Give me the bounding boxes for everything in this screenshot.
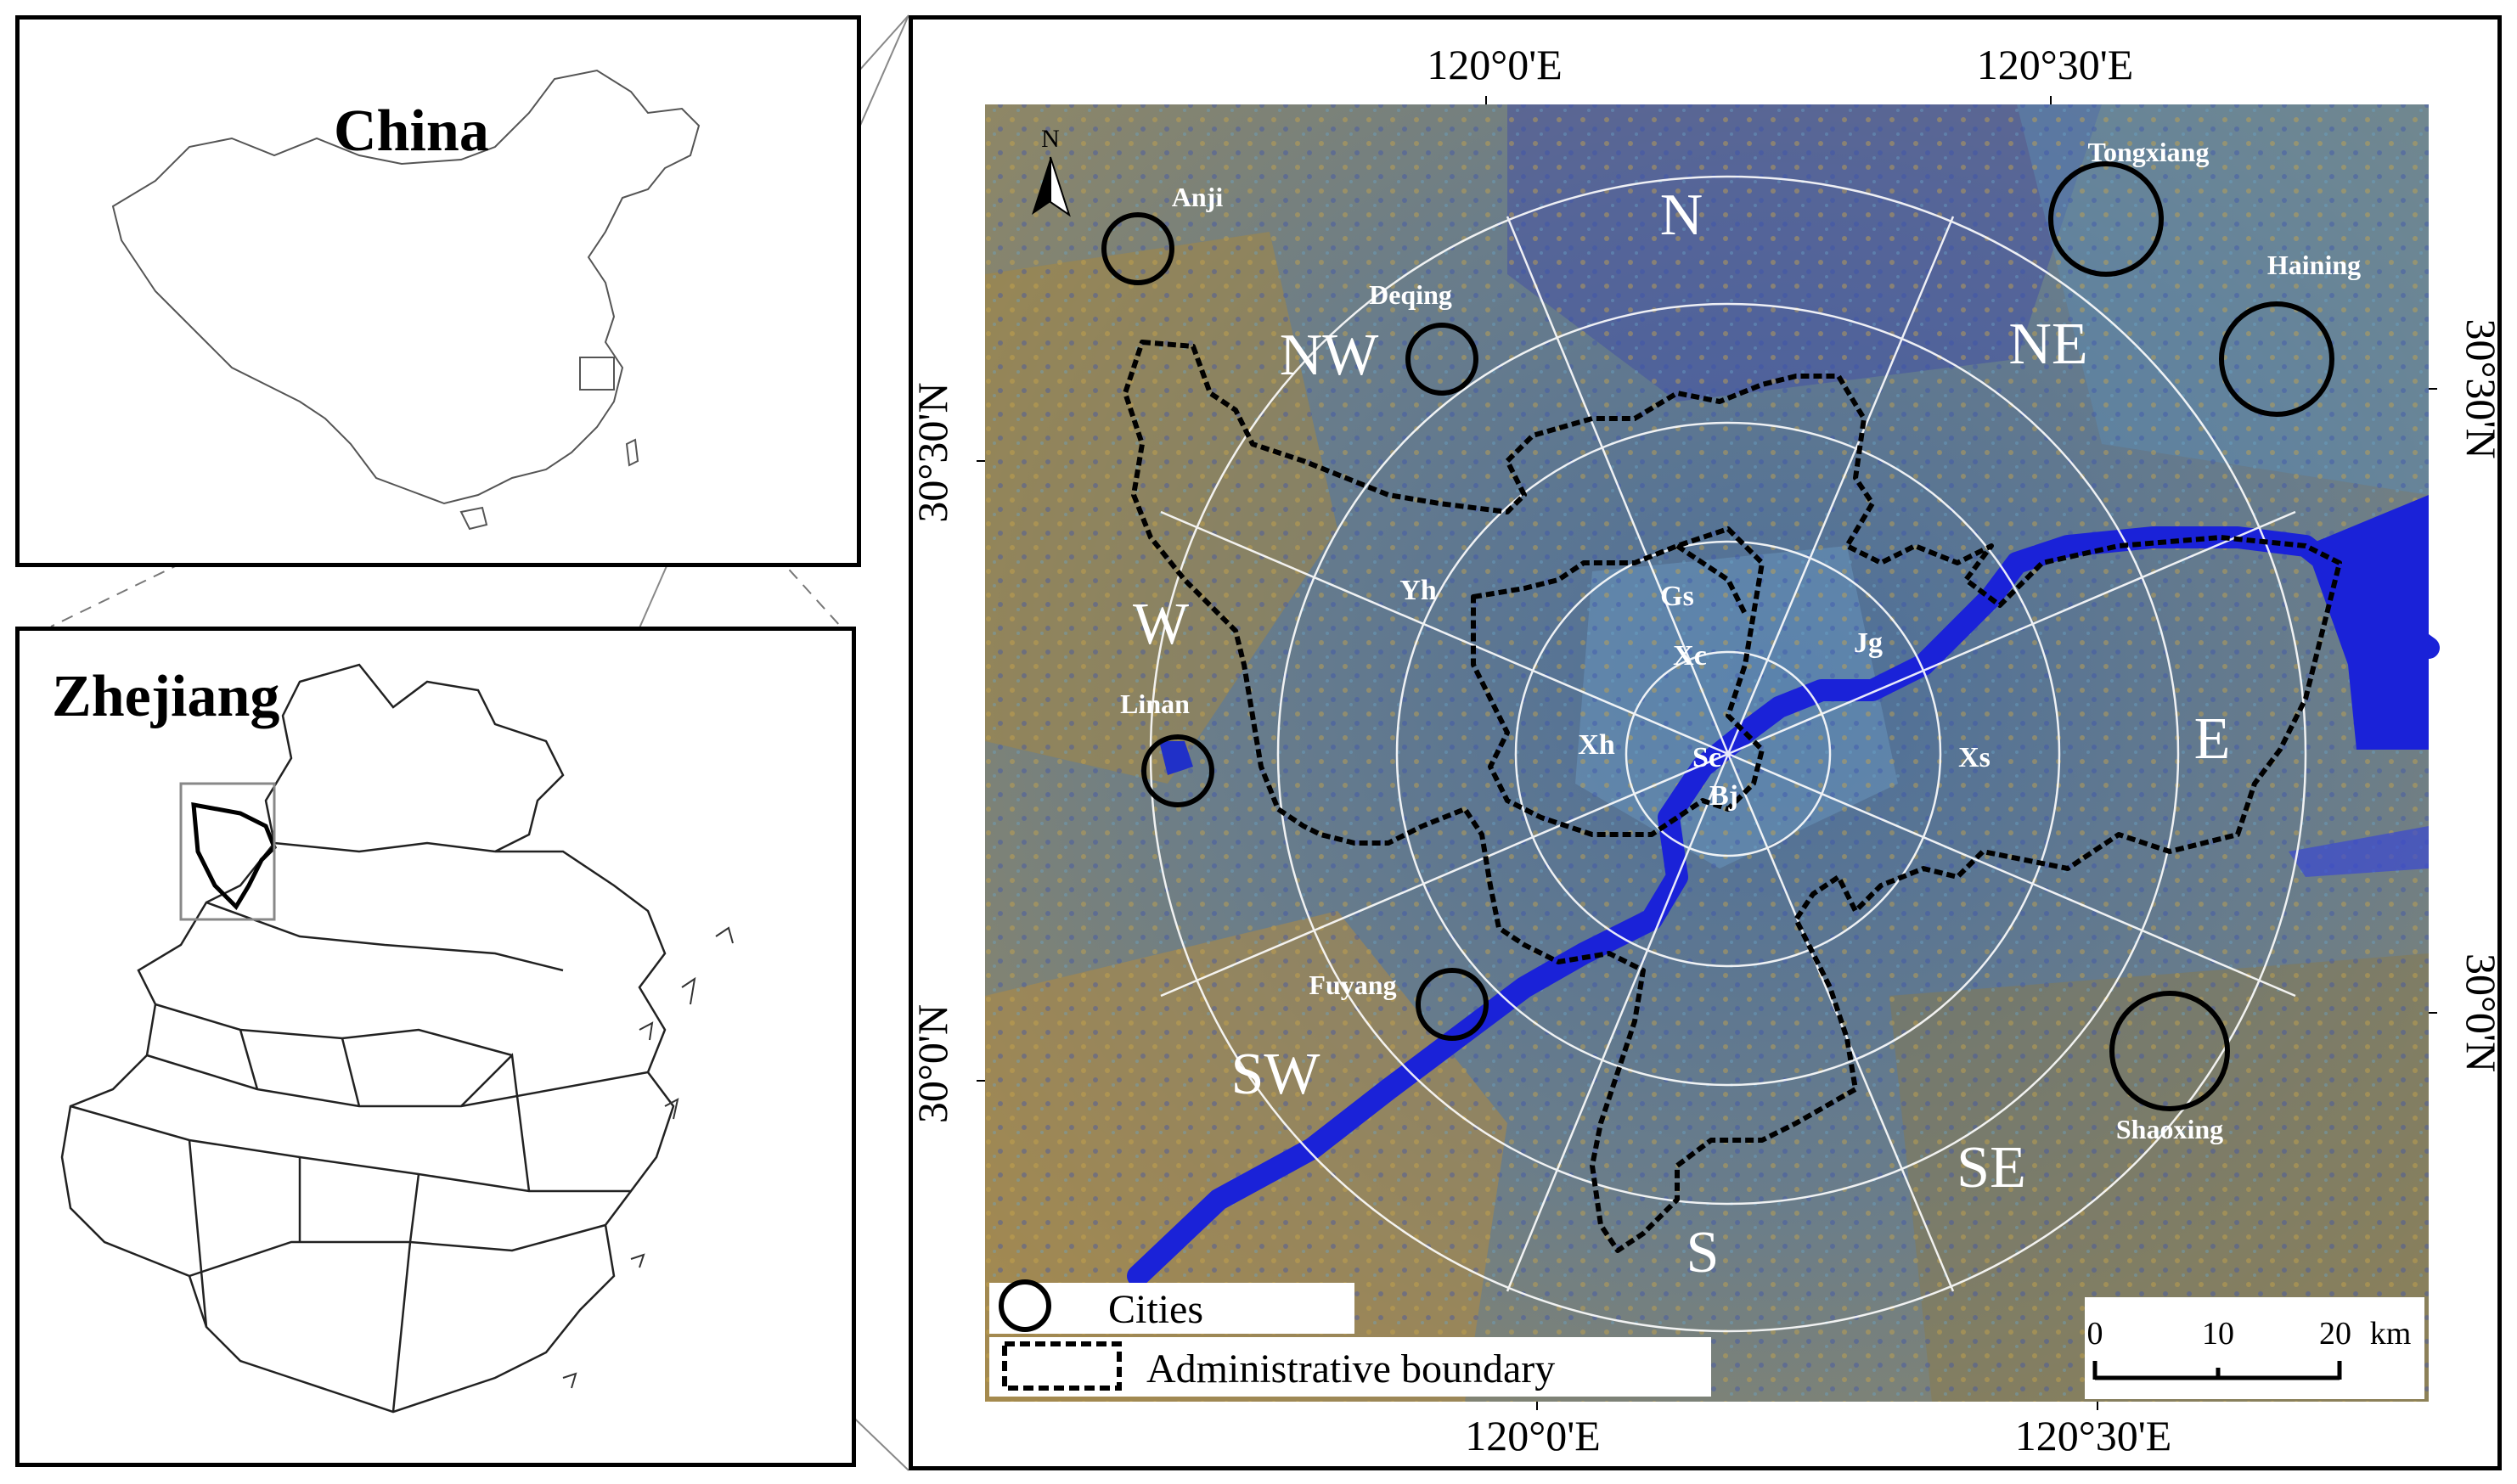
bottom-tick-120-30e: 120°30'E [2015,1412,2172,1459]
city-label-linan: Linan [1120,689,1190,719]
city-label-shaoxing: Shaoxing [2116,1114,2223,1144]
district-label-bj: Bj [1709,780,1738,812]
china-title: China [334,98,489,164]
city-circle-deqing [1405,323,1478,396]
city-label-deqing: Deqing [1369,279,1452,310]
zhejiang-title: Zhejiang [52,664,280,729]
study-area-map-panel: N NE E SE S SW W NW Yh Gs Xc Jg Xh Sc Bj… [909,15,2502,1470]
city-label-tongxiang: Tongxiang [2088,137,2210,167]
legend-cities-label: Cities [1108,1287,1203,1332]
left-tick-30-30n: 30°30'N [913,382,956,522]
city-circle-linan [1141,734,1214,807]
zhejiang-outline [60,663,734,1414]
city-label-fuyang: Fuyang [1309,970,1396,1000]
district-label-gs: Gs [1660,581,1694,612]
svg-text:N: N [1041,125,1060,153]
scale-label-20: 20 [2319,1316,2351,1352]
study-area-map: N NE E SE S SW W NW Yh Gs Xc Jg Xh Sc Bj… [913,41,2497,1459]
direction-label-nw: NW [1280,323,1379,388]
direction-label-n: N [1660,183,1703,248]
district-label-xs: Xs [1958,742,1991,773]
china-outline [111,69,701,531]
city-circle-tongxiang [2048,161,2164,277]
bottom-tick-120-0e: 120°0'E [1465,1412,1601,1459]
china-inset-map: China [15,15,861,567]
map-legend: Cities Administrative boundary [989,1279,1711,1397]
ring-3 [1395,421,2061,1087]
zhejiang-locator-box [579,357,615,391]
city-label-haining: Haining [2267,250,2361,280]
ring-1 [1625,650,1832,857]
top-tick-120-30e: 120°30'E [1977,41,2134,88]
ring-4 [1276,302,2180,1206]
city-markers [1101,161,2334,1111]
direction-label-e: E [2194,706,2231,772]
direction-label-s: S [1686,1220,1720,1285]
direction-label-w: W [1133,592,1189,657]
legend-boundary-symbol [1002,1341,1122,1391]
direction-label-se: SE [1957,1135,2026,1200]
zhejiang-inset-map: Zhejiang [15,627,856,1467]
direction-label-sw: SW [1231,1042,1320,1107]
district-label-sc: Sc [1692,742,1721,773]
top-tick-120-0e: 120°0'E [1427,41,1563,88]
satellite-image [985,104,2440,1402]
legend-boundary-label: Administrative boundary [1146,1346,1555,1391]
direction-label-ne: NE [2008,312,2087,377]
scale-unit: km [2370,1316,2412,1352]
scale-label-0: 0 [2087,1316,2103,1352]
district-label-yh: Yh [1399,575,1437,606]
ring-2 [1514,540,1942,968]
polar-grid [1149,175,2307,1333]
left-tick-30-0n: 30°0'N [913,1004,956,1123]
right-tick-30-0n: 30°0'N [2458,953,2497,1072]
scale-label-10: 10 [2202,1316,2234,1352]
district-label-xc: Xc [1673,640,1707,672]
legend-city-symbol [999,1279,1051,1332]
scale-bar: 0 10 20 km [2085,1297,2424,1399]
city-circle-haining [2219,301,2334,417]
hangzhou-boundary [191,801,277,911]
administrative-boundary [1123,340,2342,1253]
district-label-xh: Xh [1578,729,1615,761]
city-label-anji: Anji [1172,182,1224,212]
study-area-locator-box [179,782,276,921]
city-circle-fuyang [1416,968,1489,1041]
district-label-jg: Jg [1854,627,1883,659]
city-circle-anji [1101,212,1174,285]
right-tick-30-30n: 30°30'N [2458,318,2497,458]
north-arrow: N [1032,125,1071,217]
city-circle-shaoxing [2109,991,2230,1111]
